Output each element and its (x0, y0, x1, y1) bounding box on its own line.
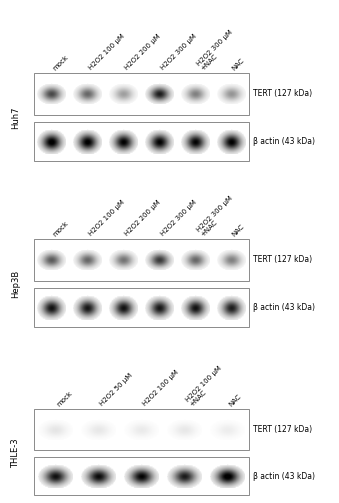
Text: mock: mock (52, 54, 69, 71)
Text: β actin (43 kDa): β actin (43 kDa) (253, 303, 315, 312)
Text: TERT (127 kDa): TERT (127 kDa) (253, 255, 312, 264)
Text: TERT (127 kDa): TERT (127 kDa) (253, 425, 312, 434)
Text: mock: mock (56, 390, 73, 407)
Text: β actin (43 kDa): β actin (43 kDa) (253, 472, 315, 481)
Bar (34, 409, 249, 450)
Text: mock: mock (52, 220, 69, 237)
Text: NAC: NAC (228, 393, 242, 407)
Text: H2O2 200 μM: H2O2 200 μM (124, 199, 162, 237)
Text: H2O2 100 μM: H2O2 100 μM (88, 199, 126, 237)
Bar (34, 73, 249, 115)
Text: H2O2 100 μM
+NAC: H2O2 100 μM +NAC (184, 365, 227, 407)
Bar (34, 239, 249, 281)
Bar (34, 122, 249, 161)
Text: H2O2 200 μM: H2O2 200 μM (124, 33, 162, 71)
Text: H2O2 100 μM: H2O2 100 μM (88, 33, 126, 71)
Text: THLE-3: THLE-3 (11, 439, 20, 468)
Text: TERT (127 kDa): TERT (127 kDa) (253, 89, 312, 98)
Text: H2O2 300 μM: H2O2 300 μM (159, 199, 198, 237)
Text: H2O2 300 μM
+NAC: H2O2 300 μM +NAC (195, 195, 238, 237)
Text: H2O2 300 μM
+NAC: H2O2 300 μM +NAC (195, 29, 238, 71)
Bar (34, 457, 249, 495)
Text: H2O2 50 μM: H2O2 50 μM (98, 373, 133, 407)
Text: NAC: NAC (231, 223, 246, 237)
Text: H2O2 100 μM: H2O2 100 μM (142, 369, 180, 407)
Text: NAC: NAC (231, 57, 246, 71)
Text: H2O2 300 μM: H2O2 300 μM (159, 33, 198, 71)
Bar (34, 288, 249, 327)
Text: β actin (43 kDa): β actin (43 kDa) (253, 137, 315, 146)
Text: Huh7: Huh7 (11, 107, 20, 129)
Text: Hep3B: Hep3B (11, 270, 20, 298)
